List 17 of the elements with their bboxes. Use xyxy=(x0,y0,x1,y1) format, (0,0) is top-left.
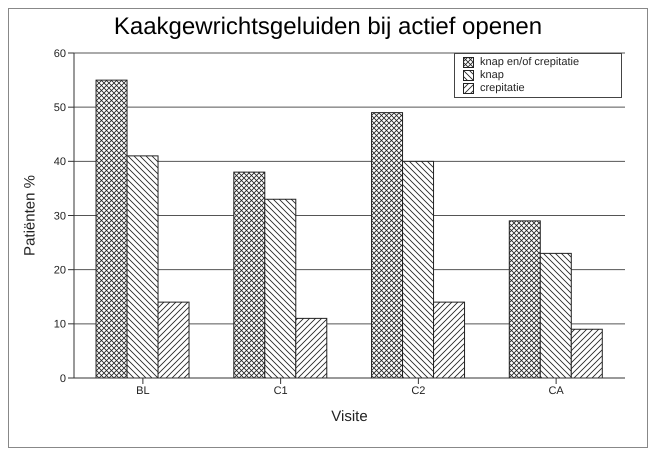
y-tick-label: 40 xyxy=(54,156,66,168)
y-tick-label: 50 xyxy=(54,102,66,114)
y-tick-label: 20 xyxy=(54,264,66,277)
y-tick-label: 60 xyxy=(54,48,66,60)
x-tick-label: C1 xyxy=(274,384,288,397)
chart-title: Kaakgewrichtsgeluiden bij actief openen xyxy=(112,13,544,42)
y-tick-label: 0 xyxy=(60,372,66,385)
y-tick-label: 10 xyxy=(54,318,66,331)
x-tick-label: CA xyxy=(548,384,564,397)
legend-label: knap en/of crepitatie xyxy=(480,56,580,69)
x-tick-label: C2 xyxy=(411,384,426,397)
x-axis-title: Visite xyxy=(331,408,368,425)
legend-label: crepitatie xyxy=(480,82,525,95)
x-tick-label: BL xyxy=(136,384,150,397)
y-tick-label: 30 xyxy=(54,210,66,222)
legend-label: knap xyxy=(480,69,504,82)
y-axis-title: Patiënten % xyxy=(21,175,38,256)
